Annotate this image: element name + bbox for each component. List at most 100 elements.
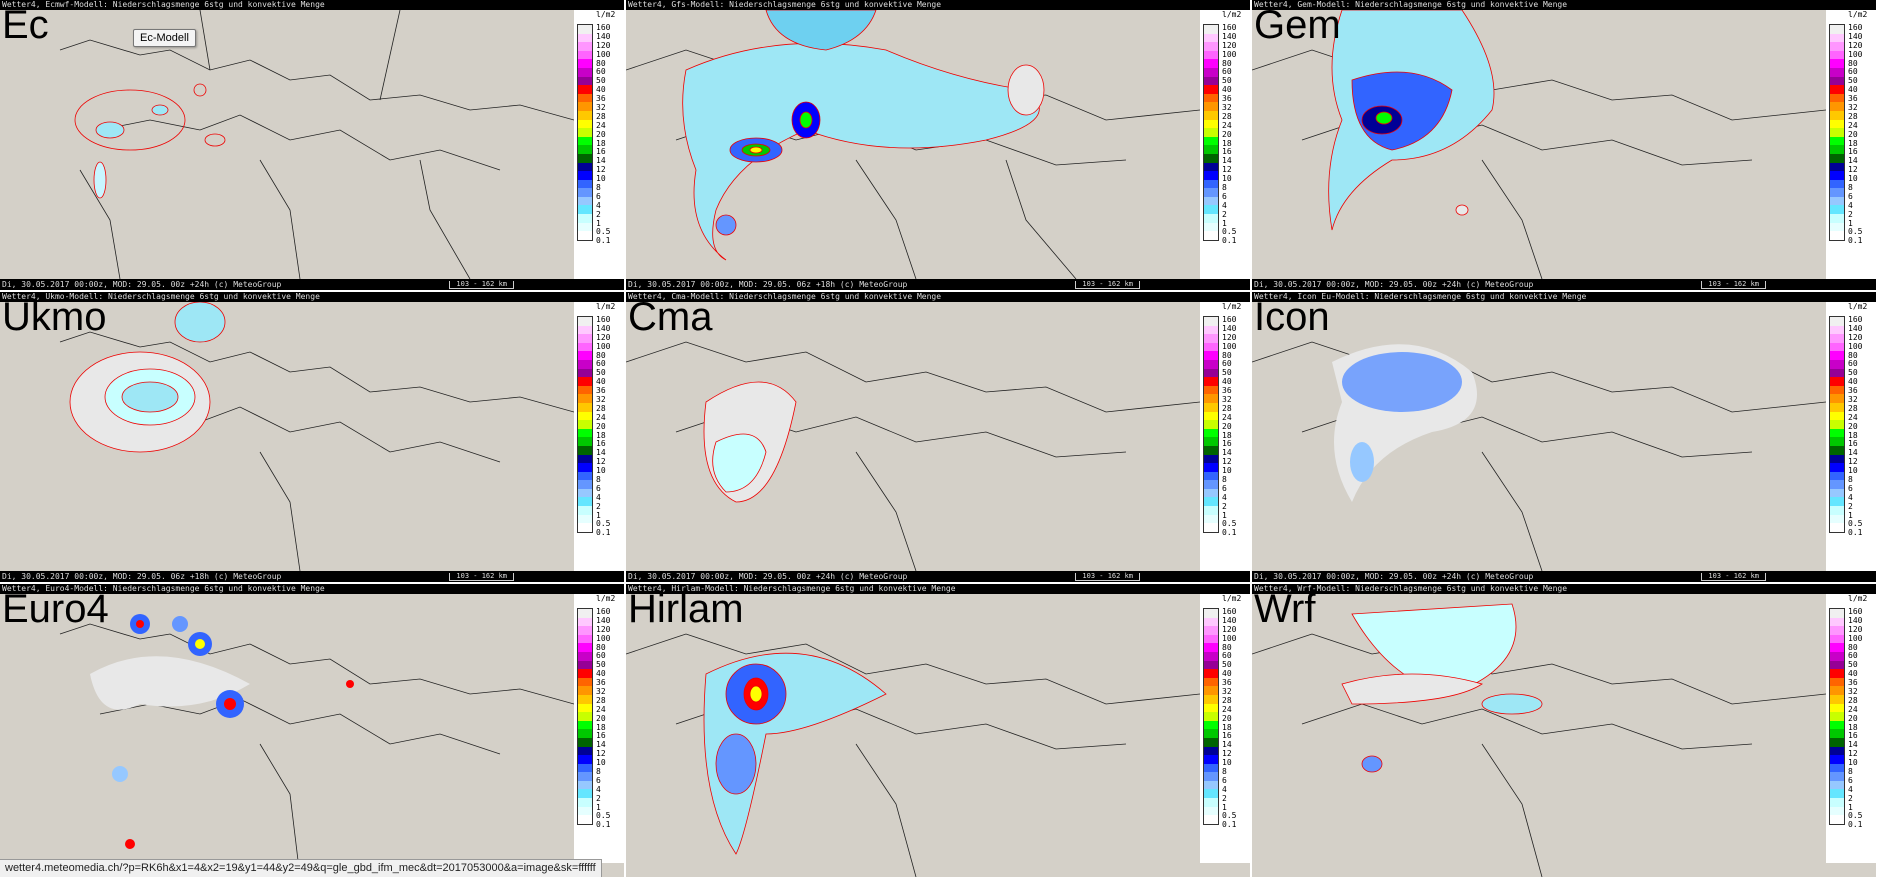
panel-ec[interactable]: Wetter4, Ecmwf-Modell: Niederschlagsmeng… [0, 0, 626, 290]
legend-swatch [1204, 497, 1218, 507]
precip-map [626, 302, 1200, 571]
legend-swatch [578, 806, 592, 816]
legend-swatch [1830, 188, 1844, 197]
legend-swatch [1830, 497, 1844, 507]
legend-value: 50 [1848, 76, 1858, 86]
legend-value: 140 [596, 31, 611, 41]
legend-swatch [1830, 325, 1844, 335]
legend-swatch [1830, 471, 1844, 481]
legend-swatch [1830, 780, 1844, 790]
legend-value: 120 [1222, 40, 1237, 50]
legend-value: 10 [1848, 174, 1858, 184]
legend-value: 4 [1222, 784, 1227, 794]
legend-swatch [1204, 128, 1218, 137]
legend-value: 120 [1848, 332, 1863, 342]
legend-value: 8 [596, 767, 601, 777]
legend-swatch [1830, 789, 1844, 799]
legend-value: 36 [596, 678, 606, 688]
precip-map [0, 10, 574, 279]
legend-swatch [578, 385, 592, 395]
legend-value: 0.5 [1848, 811, 1863, 821]
scale-bar: 103 - 162 km [449, 281, 514, 289]
legend-value: 24 [1848, 704, 1858, 714]
legend-swatch [1204, 42, 1218, 51]
legend-value: 2 [1222, 793, 1227, 803]
legend-value: 80 [1222, 350, 1232, 360]
model-title: Euro4 [2, 587, 109, 631]
legend-swatch [578, 428, 592, 438]
legend-value: 32 [1222, 103, 1232, 113]
panel-header: Wetter4, Gem-Modell: Niederschlagsmenge … [1252, 0, 1876, 10]
panel-header: Wetter4, Cma-Modell: Niederschlagsmenge … [626, 292, 1250, 302]
legend-value: 40 [596, 377, 606, 387]
legend-unit: l/m2 [596, 594, 616, 603]
legend-swatch [1204, 720, 1218, 730]
legend-value: 80 [1222, 58, 1232, 68]
legend-value: 6 [596, 191, 601, 201]
legend-swatch [1830, 145, 1844, 154]
legend-value: 12 [596, 165, 606, 175]
legend-swatch [578, 33, 592, 43]
legend-swatch [578, 677, 592, 687]
panel-ukmo[interactable]: Wetter4, Ukmo-Modell: Niederschlagsmenge… [0, 292, 626, 582]
legend-swatch [1204, 454, 1218, 464]
legend-value: 160 [596, 315, 611, 324]
legend-swatch [1830, 411, 1844, 421]
legend-value: 0.5 [1222, 811, 1237, 821]
legend-value: 24 [1848, 120, 1858, 130]
legend-swatch [1204, 643, 1218, 652]
legend-value: 100 [1222, 341, 1237, 351]
panel-gfs[interactable]: Wetter4, Gfs-Modell: Niederschlagsmenge … [626, 0, 1252, 290]
legend-swatch [578, 136, 592, 146]
legend-value: 1 [1848, 218, 1853, 228]
legend-value: 6 [596, 775, 601, 785]
panel-header: Wetter4, Gfs-Modell: Niederschlagsmenge … [626, 0, 1250, 10]
legend-value: 2 [1848, 209, 1853, 219]
legend-value: 16 [1222, 147, 1232, 157]
legend-value: 1 [1848, 510, 1853, 520]
legend-value: 160 [1222, 23, 1237, 32]
legend-swatch [578, 162, 592, 172]
legend-swatch [1204, 746, 1218, 756]
legend-value: 12 [1222, 749, 1232, 759]
legend-swatch [578, 25, 592, 34]
legend-swatch [1830, 480, 1844, 489]
legend-swatch [578, 59, 592, 68]
legend-swatch [1830, 42, 1844, 51]
legend-value: 40 [1222, 377, 1232, 387]
legend-swatch [578, 214, 592, 223]
legend-swatch [1830, 402, 1844, 412]
legend-value: 0.5 [1222, 519, 1237, 529]
panel-cma[interactable]: Wetter4, Cma-Modell: Niederschlagsmenge … [626, 292, 1252, 582]
legend-value: 24 [1222, 120, 1232, 130]
legend-value: 1 [1222, 802, 1227, 812]
legend: l/m2 160 140 120 100 80 60 50 40 36 32 28 24 20 18 16 1… [1200, 594, 1250, 863]
legend-value: 10 [596, 174, 606, 184]
legend-swatch [578, 815, 592, 824]
legend-swatch [1204, 377, 1218, 386]
legend-value: 160 [1848, 315, 1863, 324]
legend-swatch [578, 729, 592, 738]
legend-swatch [1204, 789, 1218, 799]
legend-swatch [1204, 437, 1218, 446]
legend-swatch [1204, 93, 1218, 103]
legend-swatch [1204, 67, 1218, 77]
legend-swatch [1830, 660, 1844, 670]
legend-value: 18 [1222, 430, 1232, 440]
legend-swatch [1204, 634, 1218, 644]
legend-swatch [1204, 677, 1218, 687]
legend-value: 160 [596, 23, 611, 32]
panel-wrf[interactable]: Wetter4, Wrf-Modell: Niederschlagsmenge … [1252, 584, 1878, 877]
panel-hirlam[interactable]: Wetter4, Hirlam-Modell: Niederschlagsmen… [626, 584, 1252, 877]
legend-value: 40 [1848, 669, 1858, 679]
legend-swatch [578, 222, 592, 232]
panel-icon[interactable]: Wetter4, Icon Eu-Modell: Niederschlagsme… [1252, 292, 1878, 582]
legend-swatch [1830, 617, 1844, 627]
legend-swatch [578, 712, 592, 721]
legend-value: 160 [1848, 23, 1863, 32]
legend-value: 0.1 [596, 528, 611, 538]
panel-gem[interactable]: Wetter4, Gem-Modell: Niederschlagsmenge … [1252, 0, 1878, 290]
legend-value: 12 [1222, 165, 1232, 175]
legend-swatch [1830, 93, 1844, 103]
panel-euro4[interactable]: Wetter4, Euro4-Modell: Niederschlagsmeng… [0, 584, 626, 877]
